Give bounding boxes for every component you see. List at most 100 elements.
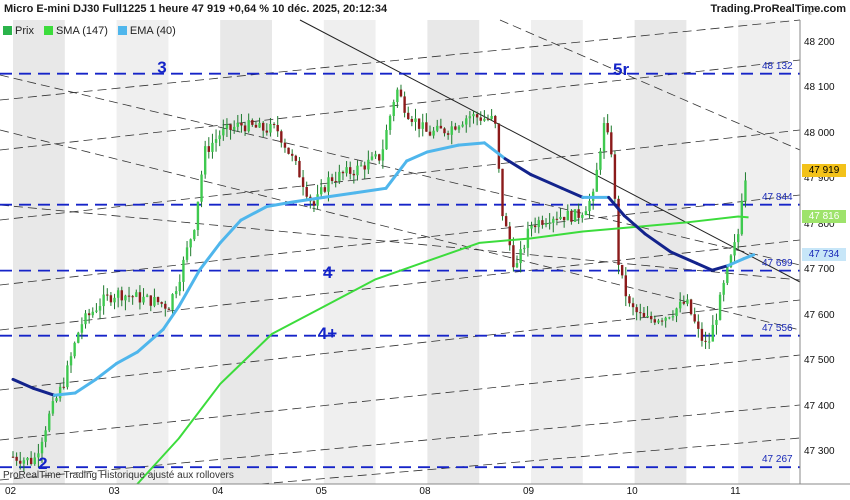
y-tick-label: 47 700	[804, 264, 835, 276]
candle	[631, 297, 635, 316]
chart-title: Micro E-mini DJ30 Full1225 1 heure 47 91…	[4, 3, 388, 15]
source-label: Trading.ProRealTime.com	[710, 3, 846, 15]
candle	[120, 286, 123, 307]
candle	[95, 303, 98, 314]
candle	[225, 118, 229, 138]
candle	[66, 360, 69, 390]
ema-segment	[529, 173, 564, 190]
candle	[541, 215, 544, 229]
level-label: 47 699	[762, 257, 793, 269]
price-badge: 47 919	[802, 163, 846, 177]
ema-segment	[503, 157, 533, 177]
ema-segment	[94, 361, 119, 381]
y-tick-label: 47 800	[804, 218, 835, 230]
y-tick-label: 47 500	[804, 355, 835, 367]
candle	[200, 170, 203, 208]
candle	[646, 306, 649, 319]
candle	[294, 154, 298, 165]
candle	[439, 118, 443, 129]
candle	[374, 150, 377, 159]
ema-segment	[353, 186, 388, 195]
candle	[283, 138, 287, 153]
candle	[51, 396, 55, 416]
candle	[44, 426, 47, 448]
sma-line	[136, 215, 749, 485]
price-badge: 47 816	[802, 210, 846, 224]
candle	[378, 153, 381, 165]
ema-segment	[560, 186, 585, 199]
candle	[33, 452, 36, 466]
candle	[301, 169, 305, 196]
y-tick-label: 47 900	[804, 173, 835, 185]
candle	[341, 170, 345, 181]
candle	[548, 213, 551, 230]
candle	[599, 147, 602, 175]
candle	[22, 457, 26, 472]
ema-segment	[726, 257, 745, 268]
candle	[475, 111, 479, 126]
ema-segment	[710, 264, 730, 272]
candle	[109, 292, 113, 306]
candle	[610, 125, 613, 158]
level-label: 47 556	[762, 322, 793, 334]
level-label: 48 132	[762, 60, 793, 72]
candle	[232, 120, 236, 134]
candle	[370, 152, 374, 161]
legend-item-ema[interactable]: EMA (40)	[115, 25, 179, 37]
wave-label: 5r	[613, 60, 630, 80]
candle	[421, 113, 424, 137]
resize-icon[interactable]: ⤢	[808, 5, 817, 17]
ema-segment	[115, 350, 139, 365]
candle	[37, 443, 40, 468]
candle	[178, 274, 181, 296]
candle	[138, 285, 142, 310]
candle	[689, 298, 693, 316]
candle	[668, 316, 671, 320]
candle	[501, 168, 504, 221]
candle	[272, 122, 276, 129]
candle	[222, 119, 225, 141]
candle	[704, 331, 707, 349]
candle	[243, 121, 247, 136]
candle	[77, 331, 80, 344]
ema-segment	[607, 195, 626, 218]
candle	[483, 110, 486, 122]
candle	[620, 264, 624, 279]
candle	[48, 410, 51, 433]
candle	[577, 203, 580, 224]
y-tick-label: 47 300	[804, 446, 835, 458]
candle	[718, 292, 722, 321]
ema-segment	[197, 241, 222, 272]
candle	[330, 173, 334, 185]
x-tick-label: 09	[523, 486, 535, 497]
ema-segment	[456, 141, 486, 147]
ema-segment	[643, 232, 673, 254]
candle	[29, 451, 33, 466]
candle	[251, 118, 254, 127]
candle	[693, 307, 696, 324]
candle	[682, 295, 686, 306]
candle	[142, 288, 145, 305]
candle	[116, 287, 120, 308]
legend-item-price[interactable]: Prix	[0, 25, 37, 37]
candle	[497, 123, 501, 173]
legend-item-sma[interactable]: SMA (147)	[41, 25, 111, 37]
candle	[436, 119, 439, 133]
candle	[461, 121, 464, 128]
candle	[602, 117, 606, 159]
candle	[675, 307, 678, 323]
candle	[624, 267, 627, 307]
candle	[454, 122, 457, 131]
candle	[356, 160, 359, 181]
candle	[149, 295, 152, 312]
candle	[555, 211, 559, 226]
candle	[707, 332, 711, 350]
ema-segment	[622, 214, 647, 236]
candle	[671, 310, 675, 321]
ema-segment	[322, 191, 357, 199]
candle	[523, 244, 526, 253]
candle	[664, 316, 667, 328]
candle	[595, 162, 598, 192]
candle	[697, 314, 700, 338]
